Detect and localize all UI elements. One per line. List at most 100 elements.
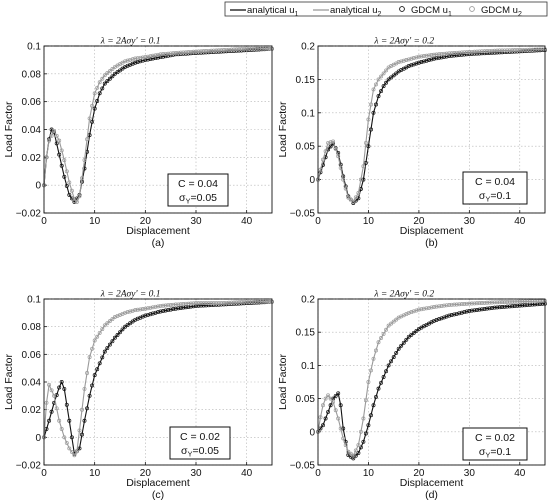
series-marker-u1 bbox=[369, 127, 373, 132]
series-marker-u1 bbox=[409, 332, 414, 337]
series-marker-u2 bbox=[135, 307, 140, 312]
series-marker-u1 bbox=[161, 54, 166, 59]
series-marker-u2 bbox=[538, 299, 542, 304]
series-marker-u1 bbox=[47, 418, 52, 423]
series-marker-u1 bbox=[338, 403, 343, 408]
series-marker-u2 bbox=[237, 300, 242, 305]
series-marker-u2 bbox=[143, 55, 148, 60]
series-marker-u2 bbox=[267, 299, 272, 304]
series-marker-u2 bbox=[379, 336, 384, 340]
series-marker-u2 bbox=[363, 140, 368, 145]
series-marker-u2 bbox=[323, 149, 328, 154]
x-tick-label: 40 bbox=[514, 216, 526, 227]
series-marker-u2 bbox=[522, 47, 527, 52]
series-marker-u1 bbox=[102, 349, 107, 354]
legend-label-subscript: 2 bbox=[518, 11, 522, 18]
series-marker-u2 bbox=[361, 164, 366, 169]
series-marker-u2 bbox=[452, 302, 457, 307]
series-marker-u2 bbox=[176, 50, 181, 55]
series-marker-u2 bbox=[427, 305, 431, 310]
series-marker-u2 bbox=[358, 177, 363, 182]
series-marker-u2 bbox=[140, 55, 145, 60]
series-marker-u1 bbox=[80, 432, 84, 437]
series-marker-u2 bbox=[123, 310, 128, 315]
series-marker-u2 bbox=[264, 299, 269, 304]
series-marker-u2 bbox=[351, 453, 356, 458]
series-marker-u2 bbox=[153, 53, 158, 58]
series-marker-u1 bbox=[351, 456, 356, 461]
series-marker-u2 bbox=[532, 299, 537, 304]
series-marker-u2 bbox=[479, 49, 484, 54]
series-marker-u2 bbox=[502, 300, 507, 305]
series-marker-u1 bbox=[406, 334, 411, 339]
series-marker-u2 bbox=[406, 57, 411, 62]
series-marker-u2 bbox=[186, 301, 191, 306]
series-marker-u2 bbox=[264, 46, 269, 51]
series-marker-u1 bbox=[153, 310, 158, 315]
series-marker-u1 bbox=[181, 305, 186, 310]
series-marker-u1 bbox=[414, 61, 419, 66]
series-marker-u2 bbox=[206, 48, 211, 53]
y-axis-label: Load Factor bbox=[3, 353, 15, 410]
series-marker-u2 bbox=[421, 54, 426, 58]
series-marker-u2 bbox=[145, 306, 150, 311]
y-tick-label: 0.05 bbox=[296, 394, 316, 405]
series-marker-u2 bbox=[254, 46, 259, 51]
series-marker-u1 bbox=[64, 183, 69, 188]
x-tick-label: 40 bbox=[514, 468, 526, 479]
annotation-sigma: σY=0.05 bbox=[181, 445, 219, 459]
x-tick-label: 20 bbox=[140, 216, 152, 227]
series-marker-u2 bbox=[49, 388, 54, 393]
series-marker-u1 bbox=[459, 310, 464, 315]
y-tick-label: 0.05 bbox=[296, 142, 316, 153]
series-marker-u1 bbox=[100, 355, 105, 360]
series-marker-u2 bbox=[366, 117, 371, 122]
series-marker-u2 bbox=[107, 319, 112, 324]
y-tick-label: 0.15 bbox=[296, 75, 316, 86]
series-marker-u1 bbox=[59, 163, 64, 168]
series-marker-u1 bbox=[510, 304, 515, 309]
series-marker-u1 bbox=[540, 301, 545, 306]
series-marker-u2 bbox=[125, 310, 130, 315]
series-marker-u2 bbox=[90, 103, 95, 108]
series-marker-u2 bbox=[219, 48, 224, 53]
series-marker-u1 bbox=[522, 303, 527, 308]
series-marker-u2 bbox=[249, 299, 254, 304]
series-marker-u2 bbox=[133, 56, 138, 61]
series-marker-u1 bbox=[479, 307, 484, 312]
annotation-c: C = 0.04 bbox=[178, 178, 218, 190]
series-marker-u2 bbox=[444, 51, 449, 56]
series-marker-u1 bbox=[133, 60, 138, 65]
series-marker-u1 bbox=[502, 304, 507, 309]
series-marker-u2 bbox=[366, 380, 371, 384]
series-marker-u1 bbox=[447, 54, 452, 58]
series-marker-u1 bbox=[120, 327, 125, 332]
series-marker-u1 bbox=[69, 435, 74, 440]
x-tick-label: 40 bbox=[241, 216, 253, 227]
series-marker-u2 bbox=[510, 48, 515, 53]
series-marker-u1 bbox=[105, 346, 110, 351]
series-marker-u1 bbox=[82, 418, 87, 423]
annotation-sigma-main: σ bbox=[181, 445, 188, 457]
series-marker-u1 bbox=[77, 446, 82, 451]
series-marker-u2 bbox=[214, 48, 219, 53]
series-marker-u1 bbox=[391, 73, 396, 78]
series-marker-u1 bbox=[199, 303, 204, 308]
series-marker-u2 bbox=[47, 138, 52, 143]
series-marker-u2 bbox=[64, 440, 69, 445]
series-marker-u2 bbox=[495, 48, 500, 53]
series-marker-u2 bbox=[226, 300, 231, 305]
series-marker-u2 bbox=[515, 299, 520, 304]
series-marker-u1 bbox=[148, 57, 153, 61]
legend: analytical u1 analytical u2 GDCM u1 GDCM u2 bbox=[224, 1, 548, 18]
series-marker-u2 bbox=[497, 48, 502, 53]
series-marker-u1 bbox=[454, 311, 459, 316]
series-marker-u2 bbox=[369, 368, 373, 373]
series-marker-u2 bbox=[54, 133, 59, 138]
series-marker-u2 bbox=[469, 301, 474, 306]
series-marker-u1 bbox=[515, 303, 520, 308]
series-marker-u2 bbox=[163, 303, 168, 308]
series-marker-u2 bbox=[72, 197, 77, 202]
series-marker-u2 bbox=[123, 59, 128, 64]
